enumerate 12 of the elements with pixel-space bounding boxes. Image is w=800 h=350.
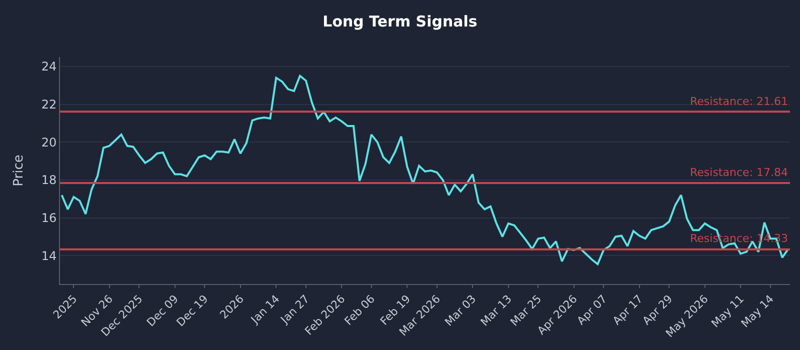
line-series <box>60 74 790 266</box>
ref-line-label: Resistance: 17.84 <box>690 166 788 179</box>
y-tick-label: 24 <box>41 60 57 74</box>
ref-line-label: Resistance: 21.61 <box>690 95 788 108</box>
x-tick-label: Mar 03 <box>442 292 479 329</box>
chart-title: Long Term Signals <box>322 12 478 30</box>
y-tick-label: 18 <box>41 173 57 188</box>
y-tick-label: 16 <box>41 210 57 225</box>
y-tick-label: 22 <box>41 97 57 112</box>
y-axis-title: Price <box>11 154 26 186</box>
y-tick-label: 14 <box>41 248 57 263</box>
y-tick-label: 20 <box>41 135 57 150</box>
